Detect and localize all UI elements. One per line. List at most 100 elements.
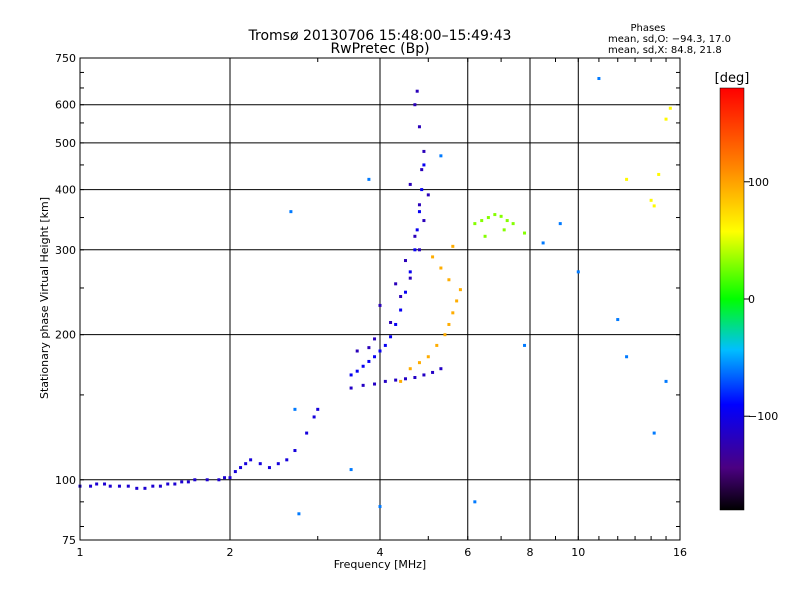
data-point-e-layer-trace <box>117 484 121 488</box>
data-point-e-layer-trace <box>151 484 155 488</box>
x-tick-label: 4 <box>377 546 384 559</box>
data-point-f-layer-x-mode <box>451 244 455 248</box>
x-tick-label: 16 <box>673 546 687 559</box>
grid-lines <box>80 58 680 540</box>
data-point-f-layer-o-mode-spread <box>373 337 377 341</box>
x-tick-label: 6 <box>464 546 471 559</box>
data-point-f-layer-x-mode <box>435 343 439 347</box>
y-tick-label: 750 <box>55 52 76 65</box>
data-point-f-layer-o-mode-lower-branch <box>403 377 407 381</box>
data-point-f-layer-o-mode-spread <box>394 282 398 286</box>
data-point-e-layer-trace <box>103 482 107 486</box>
data-point-f-layer-o-mode-lower-branch <box>349 386 353 390</box>
colorbar-label: [deg] <box>715 71 750 86</box>
data-point-e-layer-trace <box>166 482 170 486</box>
data-point-low-trace-2-3-mhz <box>258 462 262 466</box>
data-point-low-trace-2-3-mhz <box>233 470 237 474</box>
data-point-high-frequency-echoes <box>668 106 672 110</box>
data-point-e-layer-trace <box>228 476 232 480</box>
data-point-upper-cluster-6-8-mhz <box>523 231 527 235</box>
data-point-f-layer-o-mode-spread <box>399 295 403 299</box>
data-point-f-layer-o-mode-cusp <box>399 308 403 312</box>
data-point-scattered-echoes <box>439 154 443 158</box>
data-point-e-layer-trace <box>89 484 93 488</box>
data-point-low-trace-2-3-mhz <box>316 407 320 411</box>
data-point-e-layer-trace <box>158 484 162 488</box>
data-point-f-layer-o-mode-cusp <box>422 163 426 167</box>
data-point-f-layer-o-mode-cusp <box>415 228 419 232</box>
data-point-f-layer-o-mode-spread <box>426 193 430 197</box>
data-point-e-layer-trace <box>193 478 197 482</box>
data-point-f-layer-x-mode <box>431 255 435 259</box>
y-tick-label: 200 <box>55 329 76 342</box>
x-tick-label: 1 <box>77 546 84 559</box>
data-point-upper-cluster-6-8-mhz <box>505 219 509 223</box>
data-point-e-layer-trace <box>143 486 147 490</box>
data-point-scattered-echoes <box>349 468 353 472</box>
data-point-upper-cluster-6-8-mhz <box>499 214 503 218</box>
data-point-f-layer-x-mode <box>447 322 451 326</box>
data-point-low-trace-2-3-mhz <box>267 466 271 470</box>
data-point-f-layer-x-mode <box>447 278 451 282</box>
data-point-f-layer-x-mode <box>443 333 447 337</box>
chart-subtitle: RwPretec (Bp) <box>330 41 429 57</box>
data-point-low-trace-2-3-mhz <box>249 458 253 462</box>
data-point-f-layer-o-mode-spread <box>417 203 421 207</box>
data-point-e-layer-trace <box>217 478 221 482</box>
data-points <box>78 77 672 516</box>
data-point-f-layer-o-mode-lower-branch <box>383 379 387 383</box>
data-point-upper-cluster-6-8-mhz <box>486 216 490 220</box>
colorbar <box>719 87 745 511</box>
data-point-e-layer-trace <box>135 486 139 490</box>
data-point-f-layer-o-mode-cusp <box>367 359 371 363</box>
data-point-upper-cluster-6-8-mhz <box>483 234 487 238</box>
data-point-f-layer-o-mode-lower-branch <box>422 373 426 377</box>
data-point-e-layer-trace <box>126 484 130 488</box>
data-point-f-layer-o-mode-lower-branch <box>413 376 417 380</box>
data-point-scattered-echoes <box>541 241 545 245</box>
y-axis-label: Stationary phase Virtual Height [km] <box>38 197 51 399</box>
data-point-scattered-echoes <box>576 270 580 274</box>
data-point-scattered-echoes <box>597 77 601 81</box>
data-point-high-frequency-echoes <box>664 117 668 121</box>
data-point-f-layer-o-mode-spread <box>367 346 371 350</box>
data-point-f-layer-o-mode-cusp <box>349 373 353 377</box>
axis-ticks: 1 2 4 6 8 10 16 75 100 200 300 400 500 600 750 <box>55 52 687 559</box>
data-point-f-layer-o-mode-cusp <box>408 270 412 274</box>
data-point-low-trace-2-3-mhz <box>312 415 316 419</box>
data-point-f-layer-o-mode-spread <box>355 349 359 353</box>
data-point-upper-cluster-6-8-mhz <box>473 222 477 226</box>
data-point-scattered-echoes <box>523 343 527 347</box>
data-point-low-trace-2-3-mhz <box>276 462 280 466</box>
data-point-scattered-echoes <box>297 512 301 516</box>
data-point-scattered-echoes <box>367 177 371 181</box>
data-point-f-layer-o-mode-spread <box>389 320 393 324</box>
data-point-upper-cluster-6-8-mhz <box>493 213 497 217</box>
data-point-f-layer-o-mode-cusp <box>420 188 424 192</box>
x-tick-label: 2 <box>227 546 234 559</box>
data-point-e-layer-trace <box>108 484 112 488</box>
data-point-low-trace-2-3-mhz <box>305 431 309 435</box>
data-point-f-layer-o-mode-spread <box>408 276 412 280</box>
data-point-e-layer-trace <box>205 478 209 482</box>
data-point-scattered-echoes <box>616 318 620 322</box>
stats-x-mode: mean, sd,X: 84.8, 21.8 <box>608 45 722 56</box>
data-point-f-layer-o-mode-lower-branch <box>394 378 398 382</box>
colorbar-tick-label: 100 <box>748 176 769 189</box>
y-tick-label: 100 <box>55 474 76 487</box>
data-point-low-trace-2-3-mhz <box>244 462 248 466</box>
x-tick-label: 8 <box>527 546 534 559</box>
data-point-f-layer-x-mode <box>451 311 455 315</box>
data-point-f-layer-o-mode-spread <box>378 303 382 307</box>
data-point-f-layer-o-mode-spread <box>413 234 417 238</box>
data-point-upper-cluster-6-8-mhz <box>502 228 506 232</box>
stats-heading: Phases <box>630 23 665 34</box>
data-point-f-layer-x-mode <box>399 379 403 383</box>
data-point-f-layer-o-mode-cusp <box>378 349 382 353</box>
data-point-scattered-echoes <box>558 222 562 226</box>
data-point-high-frequency-echoes <box>625 177 629 181</box>
data-point-f-layer-o-mode-spread <box>408 182 412 186</box>
data-point-high-frequency-echoes <box>652 204 656 208</box>
